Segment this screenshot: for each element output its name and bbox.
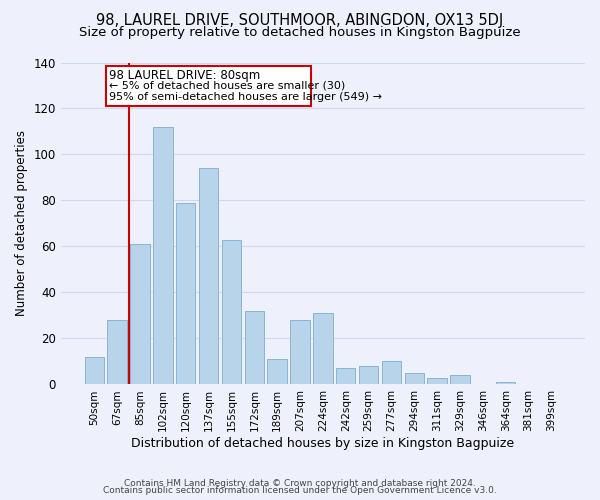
Bar: [176, 203, 196, 384]
Text: 98 LAUREL DRIVE: 80sqm: 98 LAUREL DRIVE: 80sqm: [109, 70, 260, 82]
Text: Size of property relative to detached houses in Kingston Bagpuize: Size of property relative to detached ho…: [79, 26, 521, 39]
Bar: [359, 366, 379, 384]
Bar: [404, 373, 424, 384]
Bar: [290, 320, 310, 384]
Text: 95% of semi-detached houses are larger (549) →: 95% of semi-detached houses are larger (…: [109, 92, 382, 102]
Bar: [130, 244, 150, 384]
Bar: [313, 313, 332, 384]
Bar: [496, 382, 515, 384]
Bar: [85, 357, 104, 384]
Bar: [222, 240, 241, 384]
Bar: [199, 168, 218, 384]
Bar: [153, 127, 173, 384]
Bar: [268, 359, 287, 384]
Bar: [427, 378, 447, 384]
Bar: [336, 368, 355, 384]
Text: 98, LAUREL DRIVE, SOUTHMOOR, ABINGDON, OX13 5DJ: 98, LAUREL DRIVE, SOUTHMOOR, ABINGDON, O…: [97, 12, 503, 28]
Bar: [382, 362, 401, 384]
Text: ← 5% of detached houses are smaller (30): ← 5% of detached houses are smaller (30): [109, 81, 346, 91]
Text: Contains public sector information licensed under the Open Government Licence v3: Contains public sector information licen…: [103, 486, 497, 495]
Y-axis label: Number of detached properties: Number of detached properties: [15, 130, 28, 316]
Bar: [245, 311, 264, 384]
X-axis label: Distribution of detached houses by size in Kingston Bagpuize: Distribution of detached houses by size …: [131, 437, 514, 450]
Text: Contains HM Land Registry data © Crown copyright and database right 2024.: Contains HM Land Registry data © Crown c…: [124, 478, 476, 488]
Bar: [451, 376, 470, 384]
FancyBboxPatch shape: [106, 66, 311, 106]
Bar: [107, 320, 127, 384]
